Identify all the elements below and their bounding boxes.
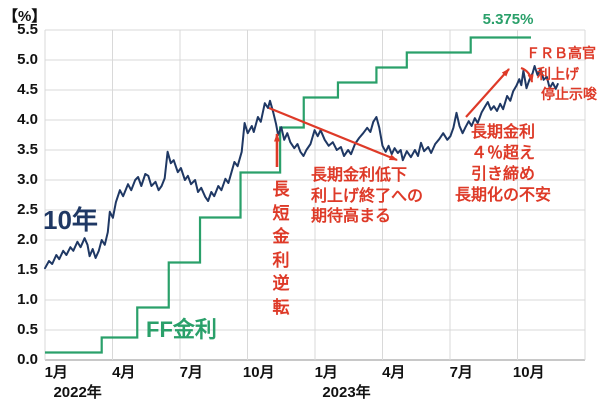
ff-rate-line (45, 36, 531, 354)
arrow-decline (268, 106, 398, 162)
arrow-rise (465, 68, 510, 118)
arrow-pause-down (520, 66, 534, 83)
treasury-10y-line (44, 65, 559, 270)
